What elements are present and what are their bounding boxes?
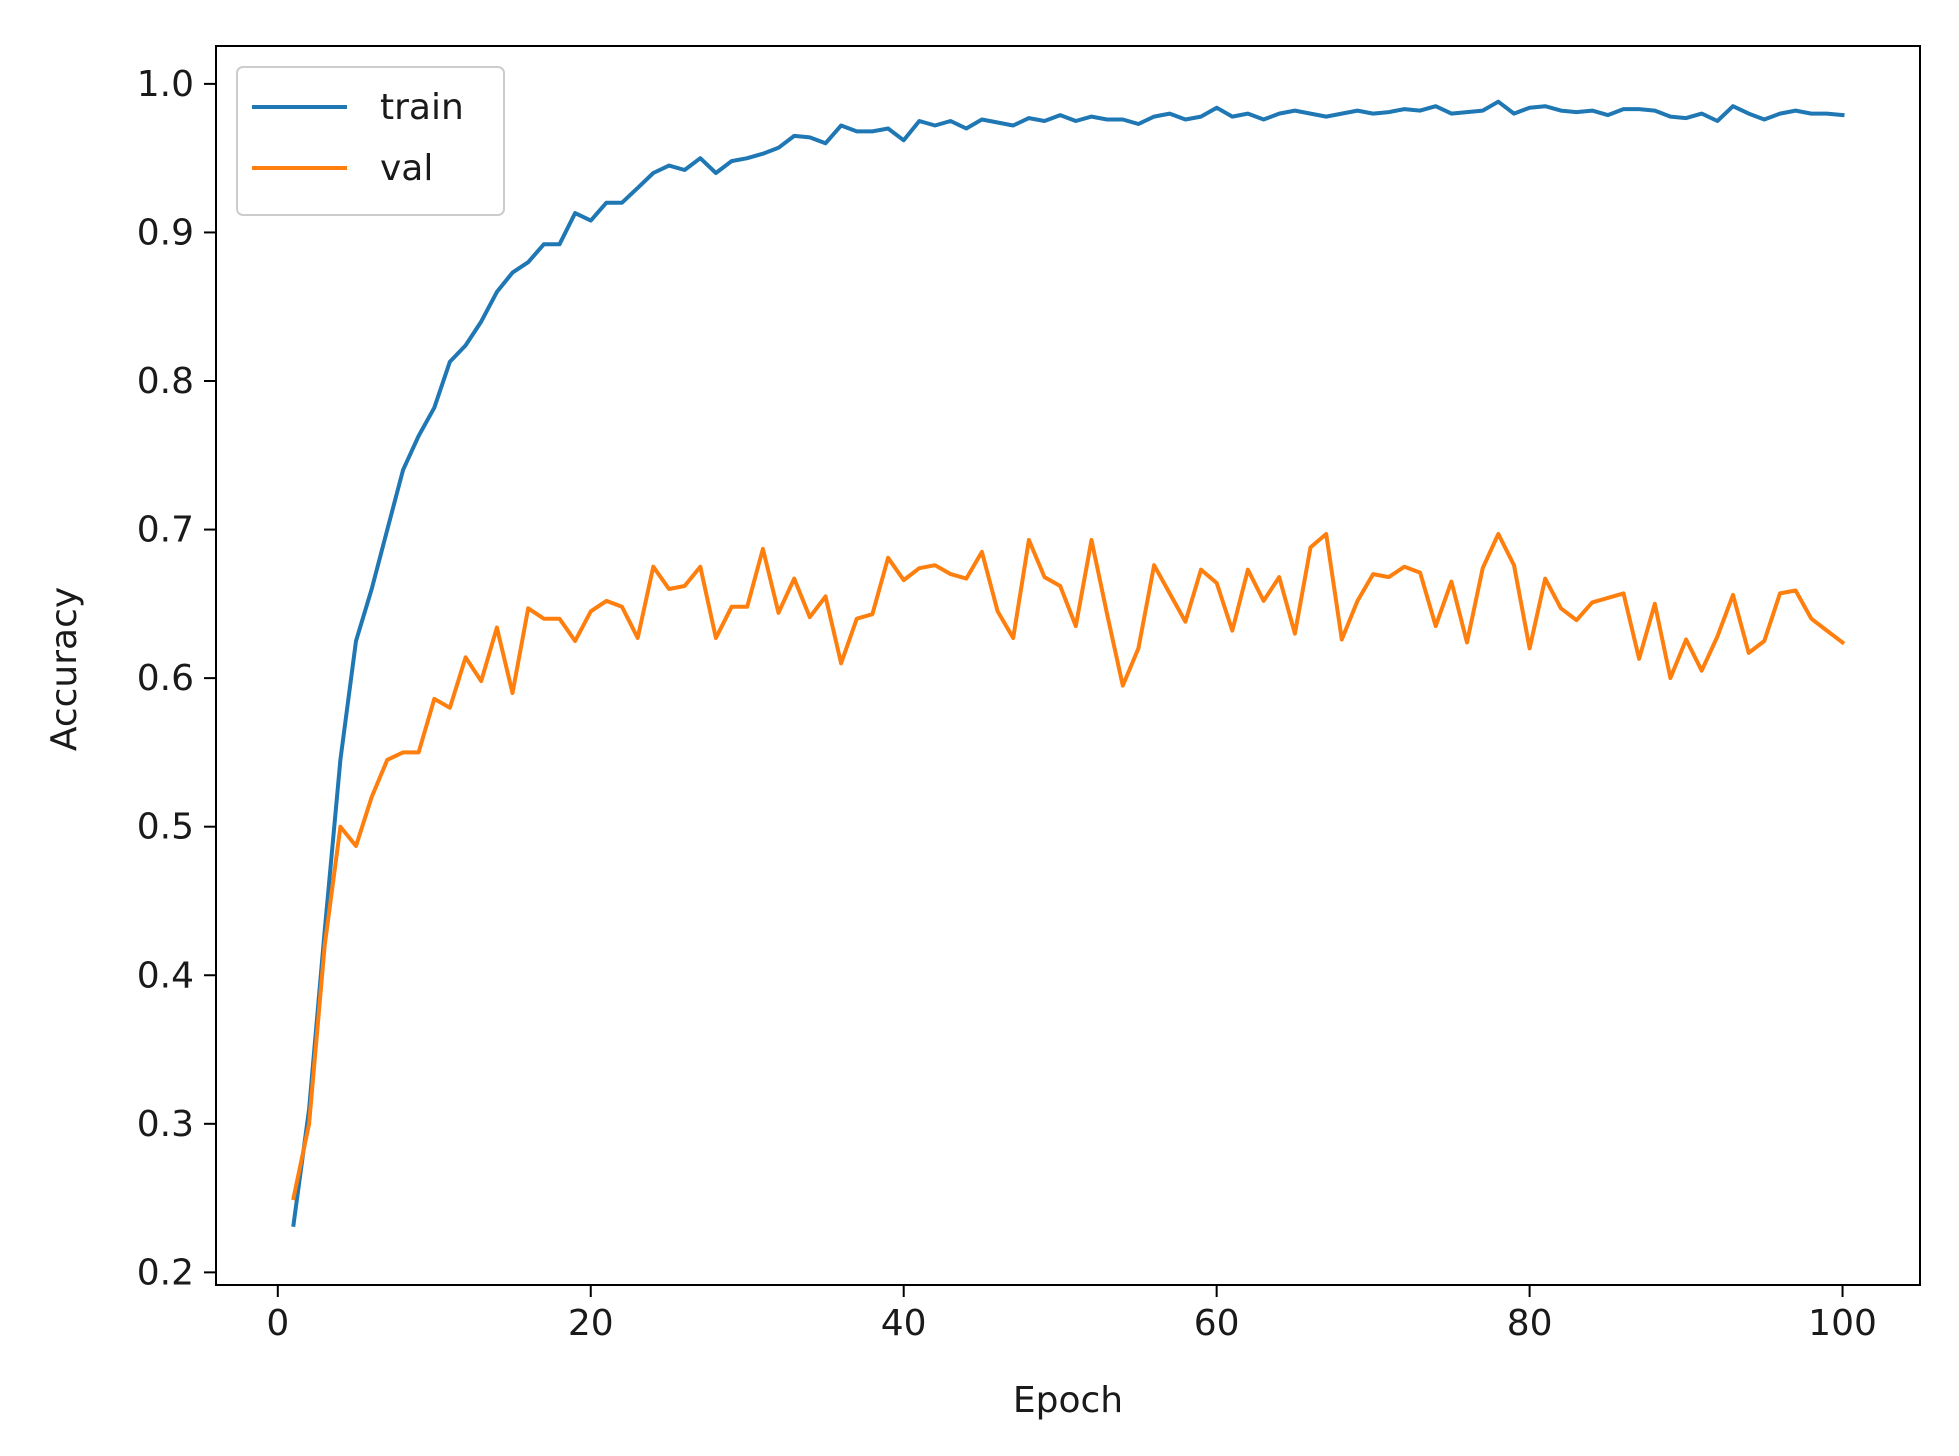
x-axis-label: Epoch <box>1013 1380 1123 1421</box>
x-tick-label: 80 <box>1507 1303 1553 1344</box>
y-tick-label: 0.2 <box>137 1252 194 1293</box>
x-tick-label: 60 <box>1194 1303 1240 1344</box>
x-tick-label: 100 <box>1808 1303 1877 1344</box>
y-tick-label: 0.5 <box>137 807 194 848</box>
y-tick-label: 0.8 <box>137 361 194 402</box>
y-tick-label: 0.6 <box>137 658 194 699</box>
y-tick-label: 0.9 <box>137 212 194 253</box>
x-tick-label: 40 <box>881 1303 927 1344</box>
series-line-val <box>291 532 1846 1201</box>
axes-ticks: 0 20 40 60 80 100 0.2 0.3 0.4 0.5 0.6 0.7 0.8 0.9 1.0 <box>137 64 1877 1344</box>
plot-series <box>291 99 1846 1228</box>
series-line-train <box>291 99 1845 1228</box>
y-tick-label: 1.0 <box>137 64 194 105</box>
x-tick-label: 0 <box>266 1303 289 1344</box>
y-axis-label: Accuracy <box>44 587 85 751</box>
legend: train val <box>236 66 505 216</box>
x-tick-label: 20 <box>568 1303 614 1344</box>
y-tick-label: 0.7 <box>137 510 194 551</box>
legend-val-label: val <box>380 148 433 189</box>
legend-frame <box>236 66 505 216</box>
plot-area-frame <box>215 45 1921 1286</box>
legend-train-label: train <box>380 87 464 128</box>
y-tick-label: 0.3 <box>137 1104 194 1145</box>
y-tick-label: 0.4 <box>137 955 194 996</box>
